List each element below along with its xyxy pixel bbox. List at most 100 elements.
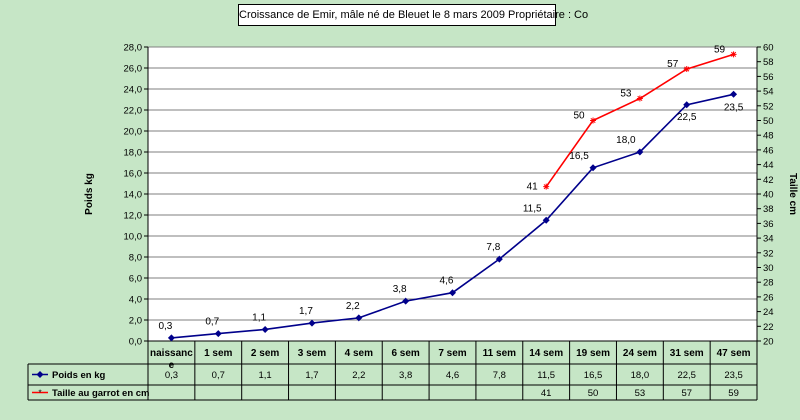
x-tick-label: 11 sem — [483, 348, 516, 359]
data-point — [261, 325, 269, 333]
y2-tick-label: 38 — [763, 204, 774, 215]
y2-tick-label: 22 — [763, 322, 774, 333]
x-tick-label: 47 sem — [717, 348, 751, 359]
data-label: 3,8 — [393, 284, 407, 295]
x-tick-label: 14 sem — [529, 348, 563, 359]
legend-marker: * — [38, 389, 41, 398]
table-value: 3,8 — [399, 370, 412, 381]
y2-tick-label: 40 — [763, 190, 774, 201]
x-tick-label: 24 sem — [623, 348, 657, 359]
y2-tick-label: 24 — [763, 307, 774, 318]
table-value: 11,5 — [537, 370, 555, 381]
table-value: 0,3 — [165, 370, 178, 381]
data-label: 59 — [714, 44, 726, 55]
y2-tick-label: 48 — [763, 131, 774, 142]
y2-tick-label: 56 — [763, 72, 774, 83]
y-tick-label: 8,0 — [129, 253, 142, 264]
data-label: 11,5 — [523, 203, 542, 214]
data-point — [683, 101, 691, 109]
y-tick-label: 2,0 — [129, 316, 142, 327]
y2-tick-label: 20 — [763, 337, 774, 348]
data-point — [589, 164, 597, 172]
data-label: 18,0 — [616, 135, 636, 146]
legend-label: Taille au garrot en cm — [52, 388, 150, 399]
data-point — [308, 319, 316, 327]
y2-tick-label: 50 — [763, 116, 774, 127]
table-value: 50 — [588, 388, 599, 399]
y2-tick-label: 30 — [763, 263, 774, 274]
y2-tick-label: 46 — [763, 145, 774, 156]
data-label: 16,5 — [569, 151, 589, 162]
data-label: 57 — [667, 59, 679, 70]
table-value: 57 — [681, 388, 692, 399]
y-tick-label: 4,0 — [129, 295, 142, 306]
y2-tick-label: 60 — [763, 43, 774, 54]
x-tick-label: 4 sem — [345, 348, 373, 359]
data-point — [543, 183, 550, 190]
data-point — [590, 117, 597, 124]
y-tick-label: 16,0 — [124, 169, 143, 180]
legend-marker — [36, 371, 44, 378]
data-label: 53 — [620, 88, 632, 99]
y-tick-label: 14,0 — [124, 190, 143, 201]
data-label: 0,3 — [158, 321, 172, 332]
y-tick-label: 12,0 — [124, 211, 143, 222]
x-tick-label: 3 sem — [298, 348, 326, 359]
legend-label: Poids en kg — [52, 370, 106, 381]
x-tick-label: 6 sem — [391, 348, 419, 359]
data-point — [214, 330, 222, 338]
data-point — [167, 334, 175, 342]
data-label: 23,5 — [724, 102, 744, 113]
table-value: 1,7 — [305, 370, 318, 381]
y2-tick-label: 34 — [763, 234, 774, 245]
x-tick-label: 1 sem — [204, 348, 232, 359]
table-value: 4,6 — [446, 370, 459, 381]
table-value: 22,5 — [677, 370, 696, 381]
x-tick-label: 31 sem — [670, 348, 704, 359]
x-tick-label: 19 sem — [576, 348, 610, 359]
y2-tick-label: 54 — [763, 87, 774, 98]
y2-tick-label: 58 — [763, 57, 774, 68]
x-tick-label: 2 sem — [251, 348, 279, 359]
y2-tick-label: 44 — [763, 160, 774, 171]
x-tick-label: e — [169, 360, 175, 371]
y-tick-label: 0,0 — [129, 337, 142, 348]
data-point — [402, 297, 410, 305]
data-point — [355, 314, 363, 322]
table-value: 59 — [728, 388, 739, 399]
data-label: 22,5 — [677, 112, 697, 123]
data-label: 4,6 — [440, 276, 454, 287]
y2-tick-label: 52 — [763, 101, 774, 112]
y-tick-label: 22,0 — [124, 106, 143, 117]
x-tick-label: naissanc — [150, 348, 193, 359]
y-tick-label: 28,0 — [124, 43, 143, 54]
data-label: 7,8 — [486, 242, 500, 253]
data-point — [542, 216, 550, 224]
data-point — [730, 51, 737, 58]
y-tick-label: 18,0 — [124, 148, 143, 159]
table-value: 18,0 — [631, 370, 650, 381]
table-value: 16,5 — [584, 370, 603, 381]
table-value: 41 — [541, 388, 552, 399]
y2-tick-label: 32 — [763, 248, 774, 259]
y2-axis-title: Taille cm — [787, 173, 798, 215]
data-point — [636, 148, 644, 156]
chart-title: Croissance de Emir, mâle né de Bleuet le… — [238, 4, 588, 26]
data-point — [495, 255, 503, 263]
y-tick-label: 24,0 — [124, 85, 143, 96]
data-point — [730, 90, 738, 98]
data-point — [683, 66, 690, 73]
y-axis-title: Poids kg — [84, 173, 95, 215]
data-label: 50 — [573, 111, 585, 122]
table-value: 2,2 — [352, 370, 365, 381]
y2-tick-label: 42 — [763, 175, 774, 186]
data-label: 1,7 — [299, 306, 313, 317]
data-label: 1,1 — [252, 312, 266, 323]
x-tick-label: 7 sem — [438, 348, 466, 359]
data-label: 2,2 — [346, 301, 360, 312]
y-tick-label: 10,0 — [124, 232, 143, 243]
y-tick-label: 20,0 — [124, 127, 143, 138]
y2-tick-label: 28 — [763, 278, 774, 289]
